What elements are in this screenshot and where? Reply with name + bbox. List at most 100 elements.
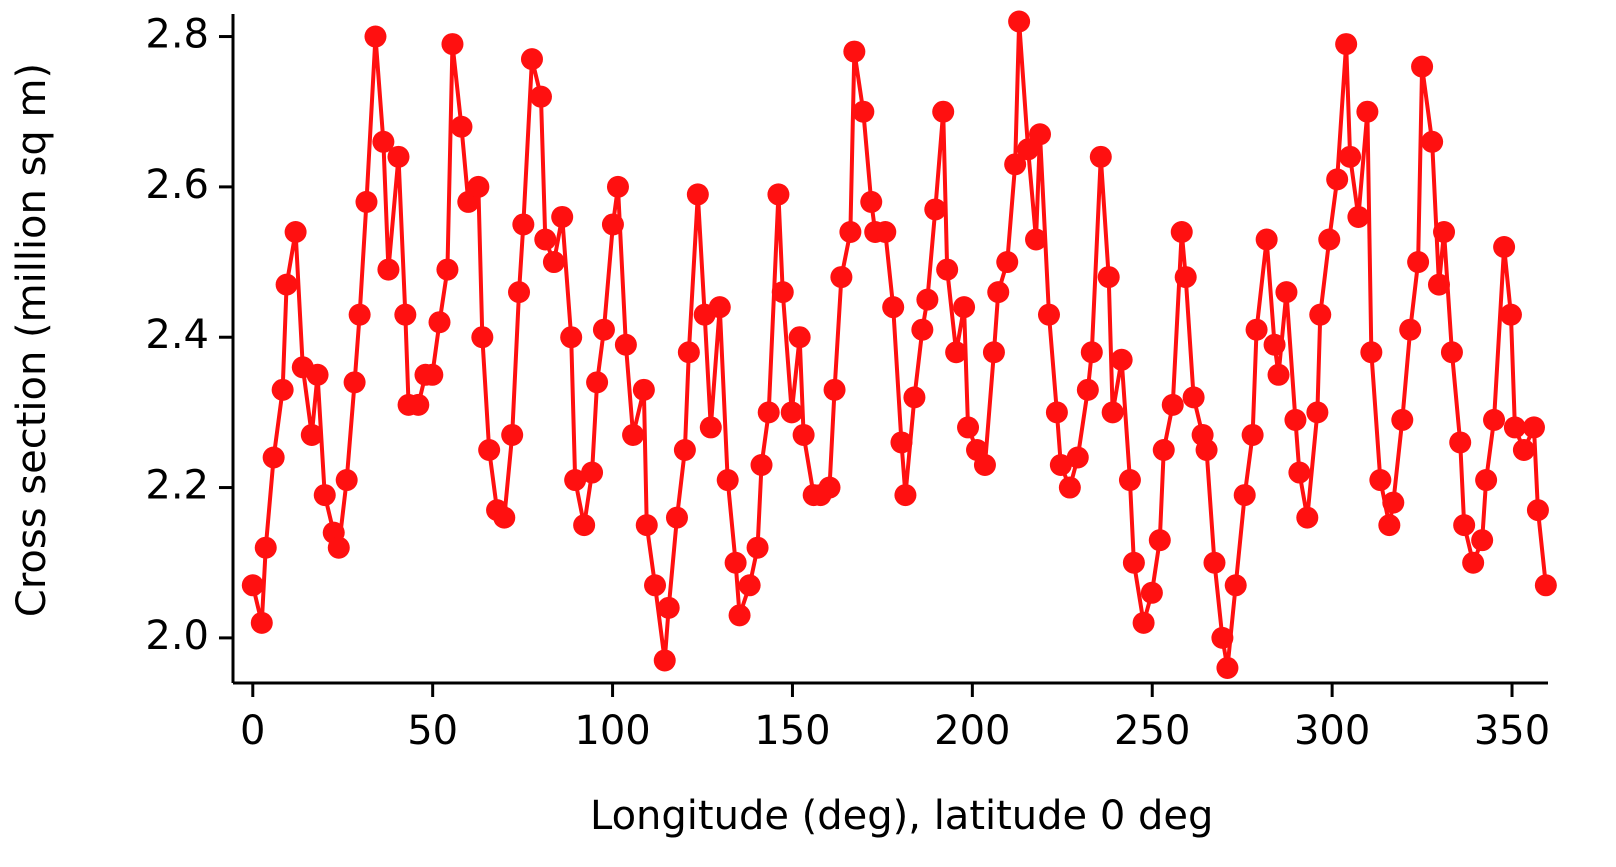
- y-tick-label: 2.4: [145, 312, 209, 358]
- data-point: [1241, 423, 1264, 446]
- data-point: [614, 333, 637, 356]
- data-point: [241, 574, 264, 597]
- data-point: [1174, 266, 1197, 289]
- data-point: [1288, 461, 1311, 484]
- data-point: [724, 551, 747, 574]
- data-point: [792, 423, 815, 446]
- data-point: [699, 416, 722, 439]
- data-point: [1391, 408, 1414, 431]
- data-point: [1462, 551, 1485, 574]
- data-point: [1045, 401, 1068, 424]
- data-point: [467, 175, 490, 198]
- x-tick-label: 350: [1474, 708, 1550, 754]
- data-point: [1195, 438, 1218, 461]
- data-point: [1326, 168, 1349, 191]
- data-point: [1499, 303, 1522, 326]
- data-point: [601, 213, 624, 236]
- data-point: [830, 266, 853, 289]
- data-point: [771, 281, 794, 304]
- x-tick-label: 200: [934, 708, 1010, 754]
- data-point: [987, 281, 1010, 304]
- data-point: [592, 318, 615, 341]
- data-point: [665, 506, 688, 529]
- data-point: [1140, 581, 1163, 604]
- data-point: [564, 469, 587, 492]
- data-point: [677, 341, 700, 364]
- data-point: [1526, 499, 1549, 522]
- data-point: [882, 296, 905, 319]
- data-point: [1267, 363, 1290, 386]
- data-point: [1211, 626, 1234, 649]
- data-point: [284, 220, 307, 243]
- data-point: [250, 611, 273, 634]
- data-point: [818, 476, 841, 499]
- data-point: [1369, 469, 1392, 492]
- x-tick-label: 150: [754, 708, 830, 754]
- data-point: [1512, 438, 1535, 461]
- data-point: [1097, 266, 1120, 289]
- data-point: [936, 258, 959, 281]
- data-point: [1318, 228, 1341, 251]
- data-point: [1049, 454, 1072, 477]
- data-point: [478, 438, 501, 461]
- y-tick-label: 2.6: [145, 162, 209, 208]
- data-point: [1411, 55, 1434, 78]
- data-point: [581, 461, 604, 484]
- data-point: [916, 288, 939, 311]
- data-point: [560, 326, 583, 349]
- data-point: [520, 48, 543, 71]
- data-point: [839, 220, 862, 243]
- data-point: [823, 378, 846, 401]
- data-point: [750, 454, 773, 477]
- data-point: [1025, 228, 1048, 251]
- data-point: [1058, 476, 1081, 499]
- data-point: [529, 85, 552, 108]
- data-point: [1433, 220, 1456, 243]
- x-tick-label: 250: [1114, 708, 1190, 754]
- data-point: [573, 514, 596, 537]
- data-point: [843, 40, 866, 63]
- data-point: [275, 273, 298, 296]
- data-point: [894, 484, 917, 507]
- data-point: [635, 514, 658, 537]
- data-point: [1037, 303, 1060, 326]
- data-point: [644, 574, 667, 597]
- data-point: [1309, 303, 1332, 326]
- data-point: [746, 536, 769, 559]
- data-point: [1004, 153, 1027, 176]
- data-point: [534, 228, 557, 251]
- data-point: [903, 386, 926, 409]
- data-point: [586, 371, 609, 394]
- data-point: [738, 574, 761, 597]
- data-point: [364, 25, 387, 48]
- data-point: [1407, 251, 1430, 274]
- data-point: [551, 205, 574, 228]
- data-point: [860, 190, 883, 213]
- data-point: [1284, 408, 1307, 431]
- data-point: [372, 130, 395, 153]
- data-point: [716, 469, 739, 492]
- data-point: [313, 484, 336, 507]
- data-point: [1203, 551, 1226, 574]
- data-point: [1378, 514, 1401, 537]
- data-point: [1347, 205, 1370, 228]
- data-point: [343, 371, 366, 394]
- data-point: [982, 341, 1005, 364]
- data-point: [1028, 123, 1051, 146]
- data-point: [1475, 469, 1498, 492]
- data-point: [728, 604, 751, 627]
- data-point: [1076, 378, 1099, 401]
- data-point: [387, 145, 410, 168]
- data-point: [1522, 416, 1545, 439]
- data-point: [377, 258, 400, 281]
- data-point: [945, 341, 968, 364]
- data-point: [874, 220, 897, 243]
- data-point: [1101, 401, 1124, 424]
- data-point: [1148, 529, 1171, 552]
- data-point: [262, 446, 285, 469]
- data-point: [1132, 611, 1155, 634]
- data-point: [428, 311, 451, 334]
- data-point: [1421, 130, 1444, 153]
